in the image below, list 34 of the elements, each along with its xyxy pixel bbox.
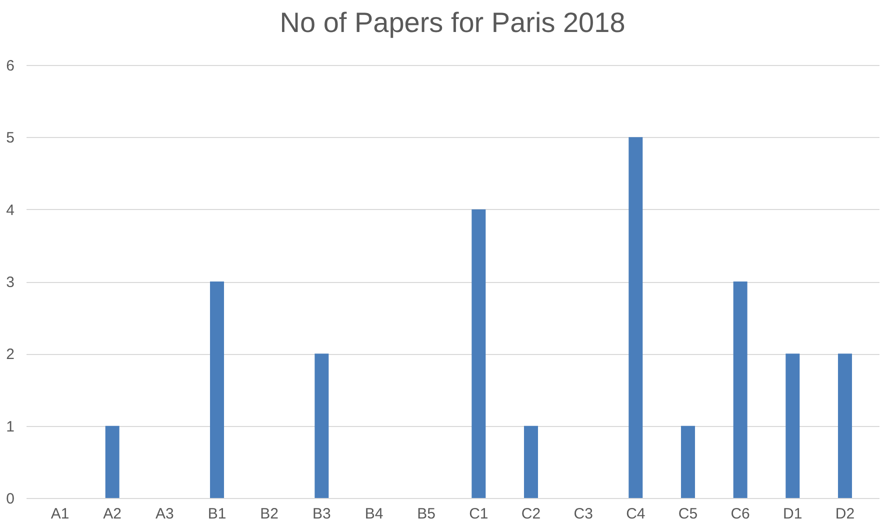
- y-tick-label: 0: [6, 490, 14, 508]
- y-tick-label: 2: [6, 346, 14, 364]
- bar: [628, 137, 643, 498]
- x-tick-label: B1: [208, 506, 226, 522]
- bar: [472, 209, 486, 498]
- y-tick-label: 5: [6, 130, 14, 147]
- x-tick-label: B2: [260, 506, 279, 522]
- x-tick-label: C4: [626, 506, 646, 522]
- x-tick-label: D1: [783, 506, 802, 522]
- bar: [314, 354, 329, 498]
- bar: [105, 426, 120, 498]
- bar: [786, 354, 800, 498]
- x-tick-label: C3: [574, 506, 593, 522]
- y-tick-label: 4: [6, 202, 14, 219]
- bar: [210, 282, 224, 498]
- chart-title: No of Papers for Paris 2018: [280, 7, 626, 38]
- x-tick-label: C1: [469, 506, 488, 522]
- bar: [838, 354, 852, 498]
- x-tick-label: A3: [156, 506, 174, 522]
- x-tick-label: B5: [417, 506, 436, 522]
- x-tick-label: C2: [521, 506, 541, 522]
- x-tick-label: A2: [103, 506, 122, 522]
- y-tick-label: 6: [6, 58, 14, 74]
- x-tick-label: D2: [835, 506, 855, 522]
- bar: [680, 426, 695, 498]
- x-tick-label: C5: [678, 506, 698, 522]
- x-tick-label: B4: [364, 506, 384, 522]
- bar: [733, 282, 748, 498]
- bar: [524, 426, 538, 498]
- y-tick-label: 3: [6, 274, 14, 291]
- x-tick-label: A1: [50, 506, 70, 522]
- x-tick-label: B3: [312, 506, 331, 522]
- x-tick-label: C6: [730, 506, 750, 522]
- y-tick-label: 1: [6, 418, 14, 436]
